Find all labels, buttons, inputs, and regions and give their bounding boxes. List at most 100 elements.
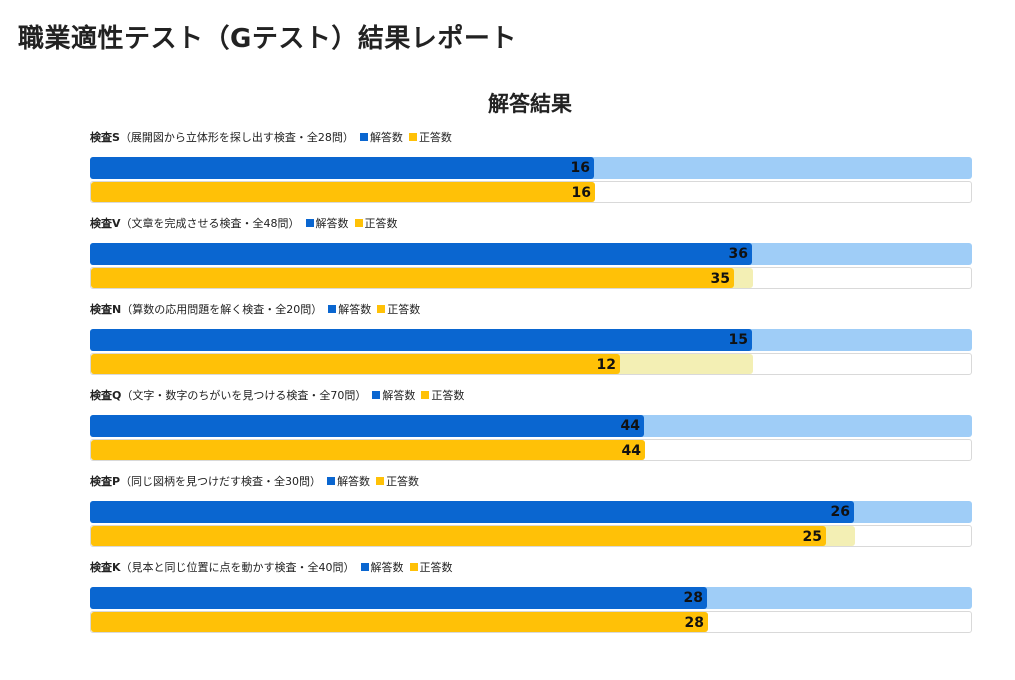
- test-code: 検査V: [90, 217, 121, 230]
- correct-bar-track: 12: [90, 353, 972, 375]
- test-label: 検査P（同じ図柄を見つけだす検査・全30問） 解答数 正答数: [90, 473, 972, 489]
- legend-answered: 解答数: [327, 473, 370, 489]
- legend-correct: 正答数: [376, 473, 419, 489]
- answered-value-label: 44: [620, 418, 640, 434]
- test-label: 検査N（算数の応用問題を解く検査・全20問） 解答数 正答数: [90, 301, 972, 317]
- correct-bar-track: 28: [90, 611, 972, 633]
- test-label: 検査S（展開図から立体形を探し出す検査・全28問） 解答数 正答数: [90, 129, 972, 145]
- legend-answered: 解答数: [359, 129, 403, 145]
- answered-value-label: 16: [570, 160, 590, 176]
- correct-bar-track: 16: [90, 181, 972, 203]
- test-name: 検査K（見本と同じ位置に点を動かす検査・全40問）: [90, 559, 355, 575]
- legend-answered: 解答数: [328, 301, 371, 317]
- answered-bar-track: 36: [90, 243, 972, 265]
- legend-text: 解答数: [338, 303, 372, 316]
- legend-text: 正答数: [386, 475, 420, 488]
- correct-bar: [91, 354, 620, 374]
- answered-value-label: 15: [728, 332, 748, 348]
- test-description: （算数の応用問題を解く検査・全20問）: [121, 303, 323, 316]
- test-description: （文章を完成させる検査・全48問）: [120, 217, 300, 230]
- test-label: 検査K（見本と同じ位置に点を動かす検査・全40問） 解答数 正答数: [90, 559, 972, 575]
- legend-text: 正答数: [419, 561, 453, 574]
- legend-swatch: [409, 563, 418, 571]
- legend-text: 正答数: [431, 389, 465, 402]
- test-label: 検査Q（文字・数字のちがいを見つける検査・全70問） 解答数 正答数: [90, 387, 972, 403]
- correct-bar: [91, 268, 734, 288]
- answered-bar-track: 16: [90, 157, 972, 179]
- answered-bar-track: 28: [90, 587, 972, 609]
- page-title: 職業適性テスト（Gテスト）結果レポート: [18, 24, 517, 54]
- test-block: 検査Q（文字・数字のちがいを見つける検査・全70問） 解答数 正答数 44 44: [90, 387, 972, 461]
- correct-value-label: 16: [571, 185, 591, 201]
- legend-text: 解答数: [382, 389, 416, 402]
- test-block: 検査P（同じ図柄を見つけだす検査・全30問） 解答数 正答数 26 25: [90, 473, 972, 547]
- correct-bar-track: 44: [90, 439, 972, 461]
- legend-swatch: [327, 477, 336, 485]
- legend-swatch: [377, 305, 386, 313]
- correct-value-label: 44: [621, 443, 641, 459]
- test-name: 検査N（算数の応用問題を解く検査・全20問）: [90, 301, 322, 317]
- legend-swatch: [372, 391, 381, 399]
- legend-swatch: [305, 219, 314, 227]
- test-block: 検査N（算数の応用問題を解く検査・全20問） 解答数 正答数 15 12: [90, 301, 972, 375]
- correct-bar: [91, 526, 826, 546]
- test-code: 検査P: [90, 475, 121, 488]
- legend-swatch: [328, 305, 337, 313]
- legend-swatch: [408, 133, 417, 141]
- answered-bar: [90, 415, 644, 437]
- test-block: 検査S（展開図から立体形を探し出す検査・全28問） 解答数 正答数 16 16: [90, 129, 972, 203]
- legend-answered: 解答数: [305, 215, 349, 231]
- test-code: 検査Q: [90, 389, 122, 402]
- legend-correct: 正答数: [377, 301, 420, 317]
- legend-answered: 解答数: [372, 387, 415, 403]
- legend-answered: 解答数: [360, 559, 404, 575]
- legend-swatch: [359, 133, 368, 141]
- answered-bar: [90, 501, 854, 523]
- legend-text: 解答数: [369, 131, 403, 144]
- test-block: 検査K（見本と同じ位置に点を動かす検査・全40問） 解答数 正答数 28 28: [90, 559, 972, 633]
- answered-bar: [90, 587, 707, 609]
- legend-swatch: [354, 219, 363, 227]
- legend-swatch: [360, 563, 369, 571]
- answered-bar-track: 26: [90, 501, 972, 523]
- answered-value-label: 26: [830, 504, 850, 520]
- legend-swatch: [421, 391, 430, 399]
- correct-bar: [91, 612, 708, 632]
- test-code: 検査K: [90, 561, 121, 574]
- legend-text: 解答数: [337, 475, 371, 488]
- test-description: （展開図から立体形を探し出す検査・全28問）: [119, 131, 354, 144]
- test-code: 検査S: [90, 131, 120, 144]
- answered-bar: [90, 243, 752, 265]
- correct-bar-track: 35: [90, 267, 972, 289]
- correct-value-label: 12: [596, 357, 616, 373]
- answered-value-label: 36: [728, 246, 748, 262]
- correct-bar: [91, 440, 645, 460]
- legend-swatch: [376, 477, 385, 485]
- legend-text: 解答数: [315, 217, 349, 230]
- chart-title: 解答結果: [488, 92, 572, 116]
- test-block: 検査V（文章を完成させる検査・全48問） 解答数 正答数 36 35: [90, 215, 972, 289]
- legend-correct: 正答数: [409, 559, 453, 575]
- answered-value-label: 28: [683, 590, 703, 606]
- test-name: 検査P（同じ図柄を見つけだす検査・全30問）: [90, 473, 321, 489]
- answered-bar-track: 44: [90, 415, 972, 437]
- correct-bar: [91, 182, 595, 202]
- test-label: 検査V（文章を完成させる検査・全48問） 解答数 正答数: [90, 215, 972, 231]
- legend-correct: 正答数: [408, 129, 452, 145]
- legend-text: 正答数: [387, 303, 421, 316]
- answered-bar-track: 15: [90, 329, 972, 351]
- test-name: 検査V（文章を完成させる検査・全48問）: [90, 215, 300, 231]
- correct-value-label: 28: [684, 615, 704, 631]
- test-description: （見本と同じ位置に点を動かす検査・全40問）: [120, 561, 355, 574]
- correct-bar-track: 25: [90, 525, 972, 547]
- test-code: 検査N: [90, 303, 122, 316]
- test-description: （同じ図柄を見つけだす検査・全30問）: [120, 475, 322, 488]
- legend-correct: 正答数: [354, 215, 398, 231]
- legend-text: 正答数: [364, 217, 398, 230]
- test-name: 検査S（展開図から立体形を探し出す検査・全28問）: [90, 129, 354, 145]
- answered-bar: [90, 157, 594, 179]
- correct-value-label: 25: [802, 529, 822, 545]
- test-name: 検査Q（文字・数字のちがいを見つける検査・全70問）: [90, 387, 366, 403]
- correct-value-label: 35: [710, 271, 730, 287]
- legend-text: 解答数: [370, 561, 404, 574]
